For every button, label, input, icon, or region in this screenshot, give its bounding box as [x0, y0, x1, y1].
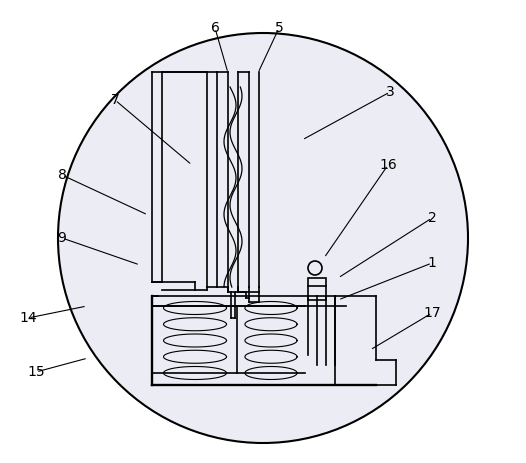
Bar: [308, 278, 326, 300]
Text: 5: 5: [275, 21, 284, 35]
Text: 9: 9: [57, 231, 66, 245]
Text: 16: 16: [379, 158, 397, 172]
Text: 7: 7: [110, 93, 119, 107]
Text: 17: 17: [423, 306, 441, 320]
Text: 14: 14: [19, 311, 37, 325]
Circle shape: [58, 33, 468, 443]
Text: 1: 1: [428, 256, 437, 270]
Text: 2: 2: [428, 211, 437, 225]
Text: 15: 15: [27, 365, 45, 379]
Text: 3: 3: [386, 85, 394, 99]
Text: 8: 8: [57, 168, 66, 182]
Text: 6: 6: [210, 21, 219, 35]
